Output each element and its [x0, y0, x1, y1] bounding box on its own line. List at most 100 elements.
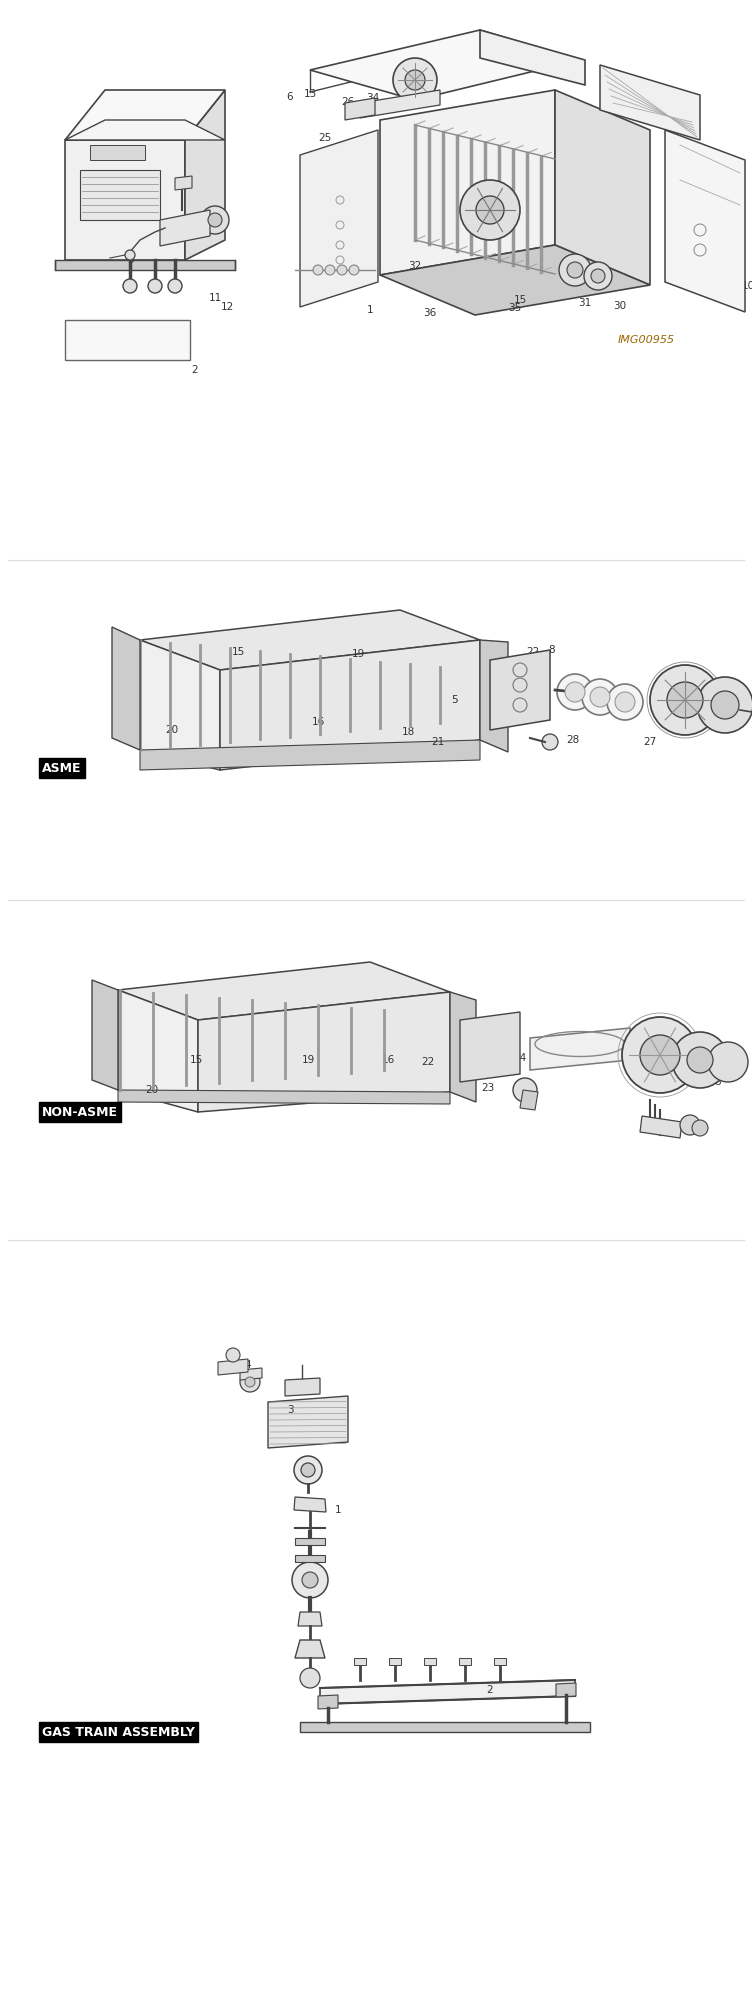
Polygon shape: [389, 1658, 401, 1664]
Circle shape: [513, 1078, 537, 1102]
Polygon shape: [556, 1684, 576, 1696]
Circle shape: [325, 264, 335, 274]
Circle shape: [615, 692, 635, 712]
Text: IMG00955: IMG00955: [618, 334, 675, 344]
Text: 21: 21: [432, 736, 444, 746]
Polygon shape: [320, 1680, 575, 1704]
Text: 25: 25: [318, 132, 332, 144]
Circle shape: [301, 1464, 315, 1476]
Circle shape: [240, 1372, 260, 1392]
Circle shape: [584, 262, 612, 290]
Text: 34: 34: [366, 92, 380, 102]
Polygon shape: [380, 244, 650, 314]
Text: 2: 2: [192, 364, 199, 376]
Circle shape: [708, 1042, 748, 1082]
Polygon shape: [424, 1658, 436, 1664]
Circle shape: [687, 1048, 713, 1072]
Text: 11: 11: [208, 292, 222, 302]
Polygon shape: [80, 170, 160, 220]
Polygon shape: [160, 210, 210, 246]
Text: 12: 12: [220, 302, 234, 312]
Text: 15: 15: [514, 294, 526, 304]
Polygon shape: [198, 992, 450, 1112]
Circle shape: [667, 682, 703, 718]
Text: 32: 32: [408, 260, 422, 270]
Text: 27: 27: [644, 736, 656, 746]
Text: 2: 2: [487, 1684, 493, 1696]
Text: 4: 4: [244, 1360, 251, 1370]
Circle shape: [302, 1572, 318, 1588]
Text: 16: 16: [311, 718, 325, 726]
Circle shape: [650, 664, 720, 734]
Polygon shape: [459, 1658, 471, 1664]
Circle shape: [607, 684, 643, 720]
Polygon shape: [450, 992, 476, 1102]
Text: 35: 35: [508, 302, 522, 312]
Circle shape: [680, 1116, 700, 1136]
Circle shape: [640, 1036, 680, 1076]
Polygon shape: [218, 1360, 248, 1376]
Text: 20: 20: [165, 724, 178, 734]
Circle shape: [313, 264, 323, 274]
Polygon shape: [140, 640, 220, 770]
Polygon shape: [600, 64, 700, 140]
Polygon shape: [555, 90, 650, 284]
Polygon shape: [185, 90, 225, 260]
Polygon shape: [530, 1028, 630, 1070]
Circle shape: [565, 682, 585, 702]
Polygon shape: [140, 740, 480, 770]
Polygon shape: [118, 962, 450, 1020]
Text: 5: 5: [575, 1048, 581, 1056]
Circle shape: [559, 254, 591, 286]
Text: 26: 26: [341, 96, 355, 106]
Polygon shape: [380, 90, 555, 274]
Text: 3: 3: [287, 1404, 293, 1416]
Circle shape: [226, 1348, 240, 1362]
Polygon shape: [65, 320, 190, 360]
Text: 24: 24: [299, 206, 311, 214]
Circle shape: [125, 250, 135, 260]
Text: 20: 20: [145, 1084, 159, 1096]
Polygon shape: [298, 1612, 322, 1626]
Text: 33: 33: [672, 272, 684, 282]
Polygon shape: [490, 650, 550, 730]
Text: 36: 36: [423, 308, 437, 318]
Text: 8: 8: [549, 644, 555, 656]
Text: GAS TRAIN ASSEMBLY: GAS TRAIN ASSEMBLY: [42, 1726, 195, 1738]
Circle shape: [557, 674, 593, 710]
Polygon shape: [112, 628, 140, 750]
Polygon shape: [295, 1556, 325, 1562]
Polygon shape: [295, 1640, 325, 1658]
Polygon shape: [65, 90, 225, 140]
Text: 14: 14: [514, 1052, 526, 1064]
Polygon shape: [294, 1496, 326, 1512]
Circle shape: [672, 1032, 728, 1088]
Circle shape: [460, 180, 520, 240]
Text: 10: 10: [741, 280, 752, 290]
Circle shape: [622, 1016, 698, 1092]
Text: 23: 23: [481, 1084, 495, 1092]
Circle shape: [542, 734, 558, 750]
Text: 18: 18: [402, 726, 414, 736]
Polygon shape: [300, 1722, 590, 1732]
Polygon shape: [65, 120, 225, 140]
Polygon shape: [460, 1012, 520, 1082]
Circle shape: [123, 278, 137, 292]
Polygon shape: [140, 610, 480, 670]
Text: 15: 15: [190, 1056, 202, 1064]
Text: 15: 15: [232, 648, 244, 656]
Polygon shape: [65, 140, 185, 260]
Circle shape: [476, 196, 504, 224]
Polygon shape: [295, 1538, 325, 1544]
Text: ASME: ASME: [42, 762, 81, 774]
Polygon shape: [520, 1090, 538, 1110]
Circle shape: [711, 692, 739, 720]
Circle shape: [349, 264, 359, 274]
Text: 5: 5: [452, 696, 458, 706]
Text: 8: 8: [714, 1076, 721, 1088]
Polygon shape: [318, 1696, 338, 1708]
Text: 19: 19: [302, 1056, 314, 1064]
Text: NON-ASME: NON-ASME: [42, 1106, 118, 1118]
Polygon shape: [175, 176, 192, 190]
Text: 6: 6: [287, 92, 293, 102]
